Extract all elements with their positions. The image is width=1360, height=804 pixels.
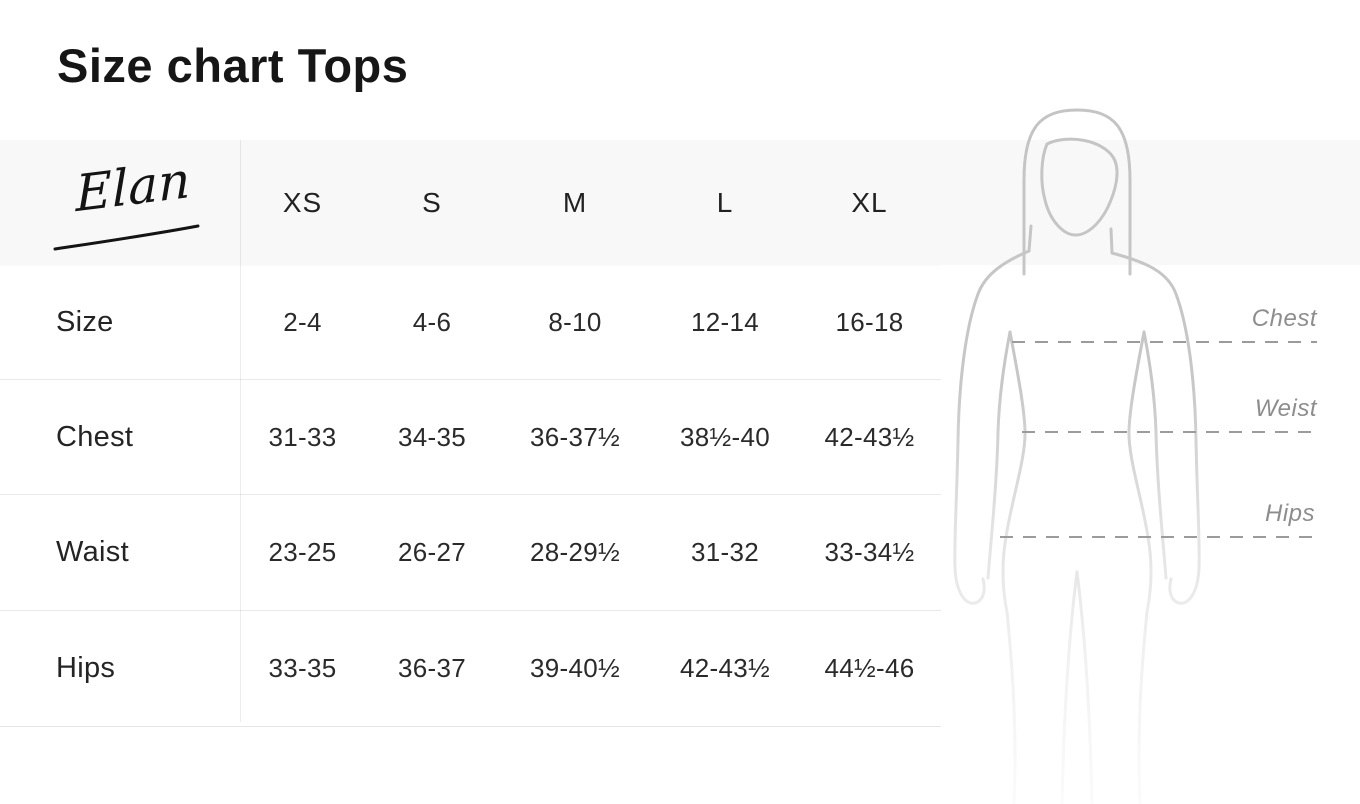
figure-label-hips: Hips [1264,500,1315,527]
waist-measurement-line [1022,431,1317,433]
brand-logo: Elan [0,140,240,265]
figure-left-arm [953,249,1031,605]
cell-waist-xl: 33-34½ [824,537,915,567]
row-label-hips: Hips [56,652,116,684]
figure-hair-outline [1022,108,1132,276]
hips-measurement-line [1000,536,1315,538]
table-vertical-divider [240,140,241,722]
table-row-hips: Hips 33-35 36-37 39-40½ 42-43½ 44½-46 [0,611,941,727]
row-label-size: Size [56,306,114,338]
row-label-chest: Chest [56,420,134,453]
cell-hips-xs: 33-35 [268,653,337,683]
table-header-band [0,140,1360,265]
cell-chest-xl: 42-43½ [824,421,915,452]
cell-size-s: 4-6 [412,307,452,337]
cell-size-xl: 16-18 [835,307,904,337]
cell-hips-m: 39-40½ [530,653,620,683]
body-figure-illustration [953,108,1201,804]
cell-waist-s: 26-27 [398,537,466,567]
cell-waist-xs: 23-25 [268,537,337,567]
cell-hips-xl: 44½-46 [824,653,915,683]
row-label-waist: Waist [56,536,129,568]
cell-size-m: 8-10 [548,307,602,337]
brand-logo-underline [53,224,200,251]
figure-neck-right [1109,227,1114,255]
page-title: Size chart Tops [57,39,409,92]
figure-right-leg-inner [1075,570,1094,804]
column-header-xs: XS [282,186,323,218]
column-header-l: L [716,186,734,218]
chest-measurement-line [1012,341,1317,343]
size-table: Elan XS S M L XL Size 2-4 4-6 8-10 12-14… [0,140,941,727]
cell-size-l: 12-14 [691,307,759,337]
figure-face-outline [1040,137,1119,237]
cell-size-xs: 2-4 [283,307,322,337]
cell-chest-l: 38½-40 [680,421,770,452]
figure-label-waist: Weist [1254,395,1317,422]
cell-waist-l: 31-32 [691,537,759,567]
cell-chest-s: 34-35 [398,421,466,452]
table-row-waist: Waist 23-25 26-27 28-29½ 31-32 33-34½ [0,495,941,611]
cell-hips-l: 42-43½ [680,653,770,683]
figure-label-chest: Chest [1251,305,1317,332]
figure-torso-left [1001,330,1027,804]
table-row-chest: Chest 31-33 34-35 36-37½ 38½-40 42-43½ [0,380,941,495]
cell-chest-m: 36-37½ [530,421,620,452]
figure-left-arm-inner [986,330,1012,580]
figure-left-leg-inner [1060,570,1079,804]
cell-hips-s: 36-37 [398,653,466,683]
table-row-size: Size 2-4 4-6 8-10 12-14 16-18 [0,265,941,380]
cell-waist-m: 28-29½ [530,537,620,567]
column-header-xl: XL [851,186,888,218]
table-header-row: Elan XS S M L XL [0,140,941,265]
column-header-m: M [562,186,588,218]
figure-right-arm [1110,251,1201,605]
figure-neck-left [1027,224,1033,253]
cell-chest-xs: 31-33 [268,421,337,452]
column-header-s: S [422,186,442,218]
